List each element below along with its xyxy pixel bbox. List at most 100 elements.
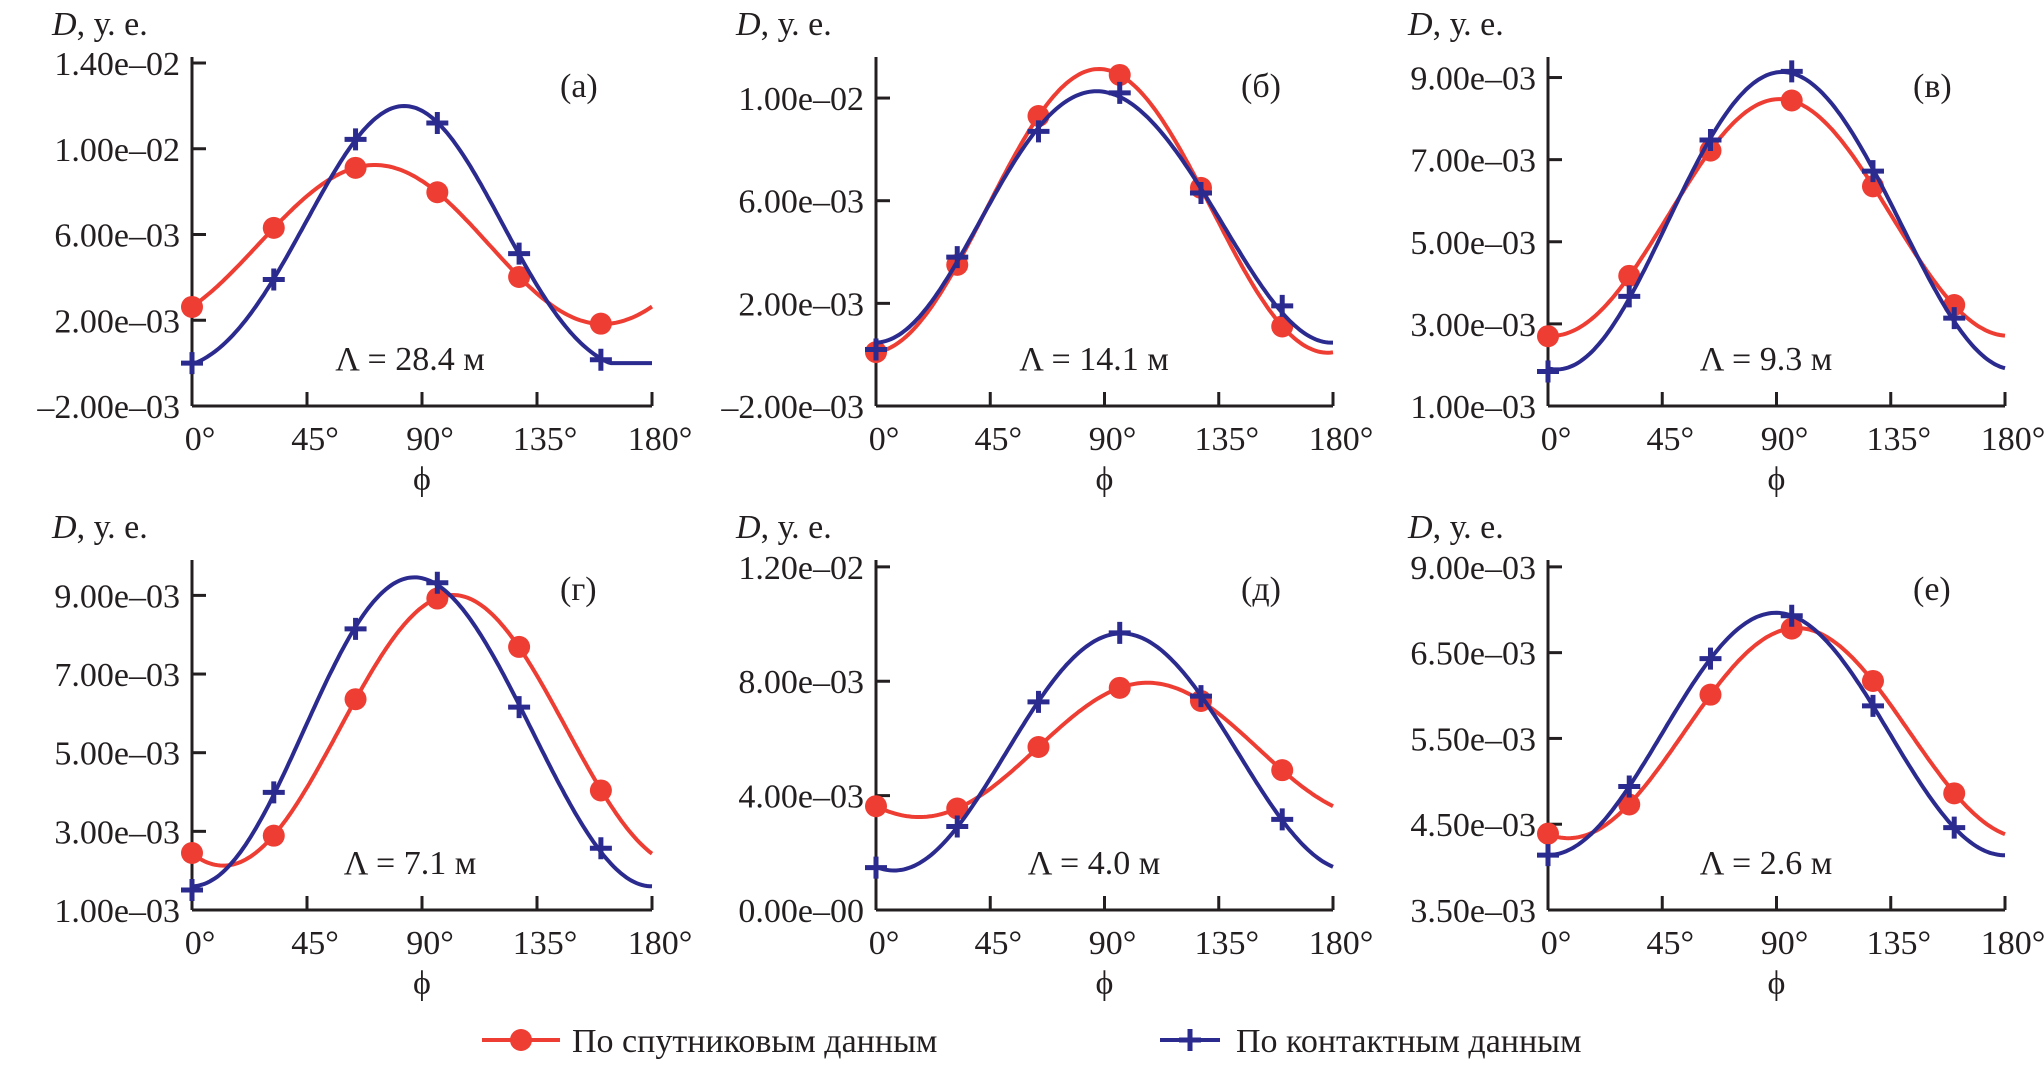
data-point-contact xyxy=(181,352,203,375)
data-point-contact xyxy=(1027,690,1050,713)
y-axis-symbol: D xyxy=(51,6,77,43)
data-point-contact xyxy=(1537,844,1559,867)
series-line-contact xyxy=(875,89,1333,345)
panel-2: 1.00e–03 3.00e–03 5.00e–03 7.00e–03 9.00e–03… xyxy=(1407,6,2044,498)
y-tick-label: 3.00e–03 xyxy=(1410,307,1536,344)
y-tick-label: 1.20e–02 xyxy=(738,550,864,587)
wavelength-label: Λ = 9.3 м xyxy=(1700,341,1832,378)
data-point-satellite xyxy=(1699,683,1722,706)
wavelength-label: Λ = 14.1 м xyxy=(1019,341,1168,378)
x-tick-label: 45° xyxy=(974,925,1022,962)
data-point-satellite xyxy=(1271,759,1294,782)
data-point-contact xyxy=(1618,285,1641,308)
data-point-satellite xyxy=(865,795,887,818)
data-point-contact xyxy=(1189,182,1212,205)
data-point-contact xyxy=(1780,604,1803,627)
y-axis-symbol: D xyxy=(735,509,761,546)
y-axis-title: D, у. е. xyxy=(735,6,832,43)
data-point-satellite xyxy=(589,779,612,802)
x-tick-label: 90° xyxy=(406,925,454,962)
y-axis-title: D, у. е. xyxy=(1407,509,1504,546)
x-tick-label: 135° xyxy=(1194,925,1259,962)
data-point-contact xyxy=(262,268,285,291)
data-point-satellite xyxy=(181,295,203,318)
data-point-satellite xyxy=(946,797,969,820)
series-line-contact xyxy=(1547,610,2005,858)
data-point-contact xyxy=(1027,120,1050,143)
y-tick-label: 5.50e–03 xyxy=(1410,721,1536,758)
series-line-contact xyxy=(875,631,1334,873)
data-point-contact xyxy=(1618,775,1641,798)
panel-letter: (е) xyxy=(1913,571,1951,608)
x-axis-title: ϕ xyxy=(1096,965,1114,1002)
x-tick-label: 45° xyxy=(291,421,339,458)
data-point-satellite xyxy=(1943,782,1966,805)
x-tick-label: 90° xyxy=(1761,421,1809,458)
legend-satellite-marker xyxy=(510,1029,532,1051)
y-tick-label: 2.00e–03 xyxy=(738,286,864,323)
data-point-contact xyxy=(589,837,612,860)
data-point-contact xyxy=(426,112,449,135)
y-tick-label: 9.00e–03 xyxy=(54,578,180,615)
data-point-satellite xyxy=(181,841,203,864)
data-point-contact xyxy=(1537,360,1559,383)
panel-letter: (a) xyxy=(560,68,598,105)
y-axis-symbol: D xyxy=(735,6,761,43)
data-point-satellite xyxy=(1537,822,1559,845)
data-point-contact xyxy=(1699,647,1722,670)
x-tick-label: 45° xyxy=(1646,925,1694,962)
x-tick-label: 0° xyxy=(869,421,900,458)
data-point-satellite xyxy=(426,181,449,204)
data-point-contact xyxy=(1861,160,1884,183)
y-axis-unit: , у. е. xyxy=(77,509,148,546)
y-axis-unit: , у. е. xyxy=(761,6,832,43)
data-point-contact xyxy=(262,781,285,804)
wavelength-label: Λ = 28.4 м xyxy=(335,341,484,378)
y-tick-label: 1.00e–02 xyxy=(738,81,864,118)
x-tick-label: 0° xyxy=(1541,421,1572,458)
y-axis-unit: , у. е. xyxy=(1433,6,1504,43)
panel-0: –2.00e–03 2.00e–03 6.00e–03 1.00e–02 1.40e–0… xyxy=(36,6,692,498)
x-tick-label: 90° xyxy=(406,421,454,458)
panel-letter: (г) xyxy=(560,571,597,608)
x-tick-label: 180° xyxy=(1309,925,1374,962)
data-point-contact xyxy=(1699,128,1722,151)
data-point-satellite xyxy=(1537,325,1559,348)
data-point-contact xyxy=(865,856,887,879)
data-point-satellite xyxy=(1618,264,1641,287)
data-point-satellite xyxy=(1108,676,1131,699)
panel-letter: (д) xyxy=(1241,571,1281,608)
legend-contact-label: По контактным данным xyxy=(1236,1023,1582,1060)
x-tick-label: 90° xyxy=(1089,925,1137,962)
data-point-contact xyxy=(946,815,969,838)
data-point-satellite xyxy=(1861,669,1884,692)
y-axis-unit: , у. е. xyxy=(1433,509,1504,546)
x-axis-title: ϕ xyxy=(413,965,431,1002)
y-tick-label: 1.40e–02 xyxy=(54,46,180,83)
series-line-satellite xyxy=(875,66,1334,355)
y-tick-label: 0.00e–00 xyxy=(738,893,864,930)
y-tick-label: 9.00e–03 xyxy=(1410,61,1536,98)
series-line-satellite xyxy=(1547,97,2006,338)
y-axis-unit: , у. е. xyxy=(77,6,148,43)
y-axis-title: D, у. е. xyxy=(51,509,148,546)
y-tick-label: 6.00e–03 xyxy=(54,218,180,255)
y-tick-label: –2.00e–03 xyxy=(36,389,180,426)
x-tick-label: 90° xyxy=(1761,925,1809,962)
data-point-contact xyxy=(1943,307,1966,330)
y-axis-title: D, у. е. xyxy=(735,509,832,546)
x-tick-label: 90° xyxy=(1089,421,1137,458)
data-point-contact xyxy=(1271,808,1294,831)
x-axis-title: ϕ xyxy=(1768,461,1786,498)
x-axis-title: ϕ xyxy=(1768,965,1786,1002)
x-tick-label: 135° xyxy=(1194,421,1259,458)
data-point-contact xyxy=(508,242,531,265)
data-point-satellite xyxy=(589,312,612,335)
data-point-contact xyxy=(865,338,887,361)
legend-contact: По контактным данным xyxy=(1160,1023,1582,1060)
data-point-satellite xyxy=(344,156,367,179)
legend-contact-marker xyxy=(1179,1029,1201,1051)
data-point-satellite xyxy=(426,587,449,610)
data-point-contact xyxy=(946,246,969,269)
